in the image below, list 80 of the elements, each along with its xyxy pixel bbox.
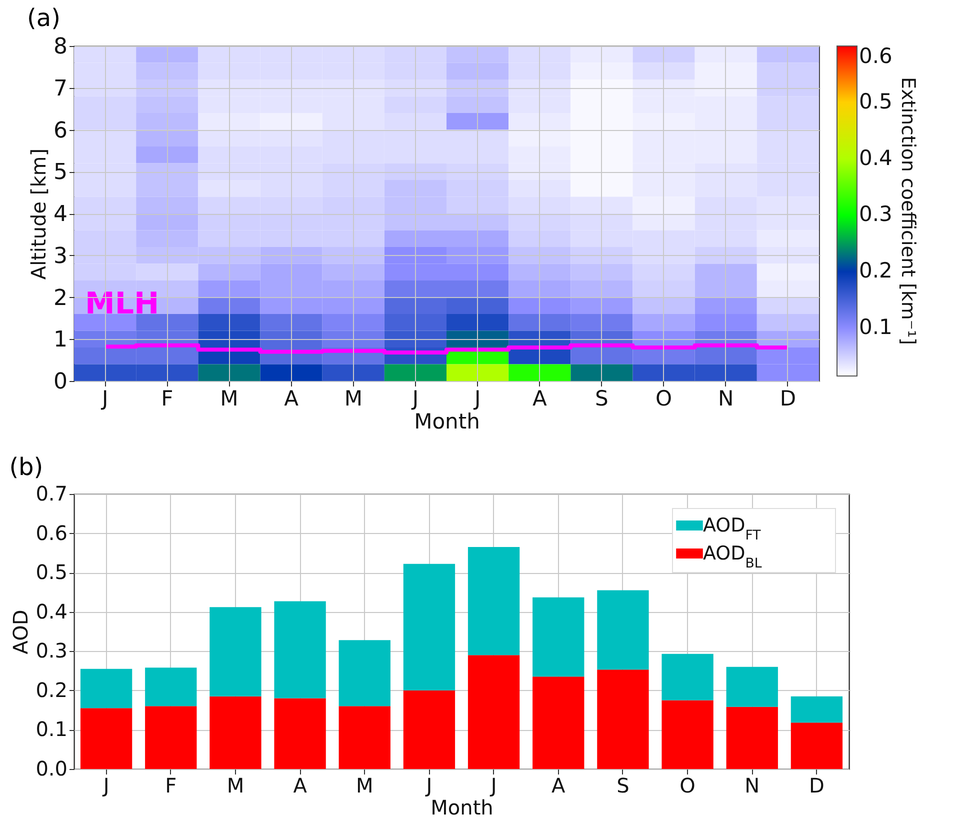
bar [726, 706, 778, 769]
bar [790, 722, 843, 769]
y-tick-label: 0.5 [36, 560, 68, 584]
y-tick-label: 0.6 [36, 520, 68, 545]
legend-label: AOD$_{BL}$ [703, 542, 762, 571]
chart-title: (a) [27, 4, 60, 32]
x-tick-label: J [488, 774, 497, 798]
bar [338, 640, 390, 706]
bar [145, 668, 197, 706]
color-bar-label: 0.3 [859, 202, 892, 226]
x-tick-label: D [780, 386, 796, 410]
y-tick-label: 1 [54, 328, 68, 353]
color-bar-title: Extinction coefficient [km⁻¹] [897, 77, 919, 345]
bar [80, 708, 132, 769]
bar [532, 676, 584, 769]
x-tick-label: O [680, 774, 696, 798]
legend-label: AOD$_{FT}$ [703, 514, 762, 543]
bar [274, 601, 326, 698]
bar [274, 698, 326, 769]
bar [662, 700, 714, 769]
bar [210, 607, 262, 696]
y-tick-label: 0.4 [36, 599, 68, 624]
y-axis-title: Altitude [km] [26, 148, 51, 280]
x-tick-label: J [100, 386, 108, 410]
y-tick-label: 0.2 [36, 678, 68, 702]
x-tick-label: M [226, 774, 244, 798]
x-tick-label: A [284, 386, 300, 410]
bar [662, 654, 714, 700]
bar [80, 668, 132, 708]
y-tick-label: 0.0 [36, 756, 68, 780]
y-tick-label: 7 [54, 76, 68, 102]
bar [210, 696, 262, 769]
x-tick-label: D [809, 774, 824, 798]
y-tick-label: 4 [54, 202, 68, 227]
x-tick-label: F [161, 386, 174, 410]
y-tick-label: 6 [54, 118, 68, 144]
x-tick-label: S [595, 386, 608, 410]
bar [145, 706, 197, 769]
bar [597, 590, 649, 670]
x-axis-title: Month [430, 796, 494, 820]
color-bar-label: 0.5 [859, 89, 892, 114]
chart-title: (b) [9, 453, 44, 481]
bar [790, 696, 843, 723]
x-tick-label: M [344, 386, 362, 410]
x-tick-label: A [552, 774, 566, 798]
color-bar-label: 0.6 [859, 44, 892, 68]
x-tick-label: M [356, 774, 374, 798]
x-tick-label: O [656, 386, 672, 410]
y-tick-label: 8 [54, 34, 68, 60]
x-tick-label: A [532, 386, 548, 410]
y-tick-label: 3 [54, 244, 68, 269]
x-tick-label: J [101, 774, 110, 798]
bar [403, 564, 456, 690]
y-tick-label: 0 [54, 370, 68, 394]
y-tick-label: 5 [54, 160, 68, 186]
x-tick-label: N [744, 774, 760, 798]
color-bar-label: 0.1 [859, 315, 892, 340]
bar [468, 547, 520, 656]
bar [403, 690, 456, 769]
bar [597, 670, 649, 769]
x-tick-label: S [616, 774, 630, 798]
x-tick-label: J [424, 774, 432, 798]
y-tick-label: 0.1 [36, 717, 68, 742]
x-tick-label: J [472, 386, 481, 410]
y-axis-title: AOD [8, 610, 33, 654]
y-tick-label: 0.3 [36, 638, 68, 663]
color-bar-label: 0.4 [859, 146, 892, 170]
bar [726, 666, 778, 707]
bar [532, 597, 584, 677]
color-bar-label: 0.2 [859, 258, 892, 283]
bar [338, 706, 390, 769]
x-tick-label: N [718, 386, 734, 410]
x-tick-label: A [293, 774, 308, 798]
x-tick-label: J [410, 386, 419, 410]
x-axis-title: Month [414, 410, 480, 434]
x-tick-label: M [220, 386, 238, 410]
x-tick-label: F [165, 774, 177, 798]
bar [468, 655, 520, 769]
y-tick-label: 2 [54, 286, 68, 311]
y-tick-label: 0.7 [36, 482, 68, 506]
